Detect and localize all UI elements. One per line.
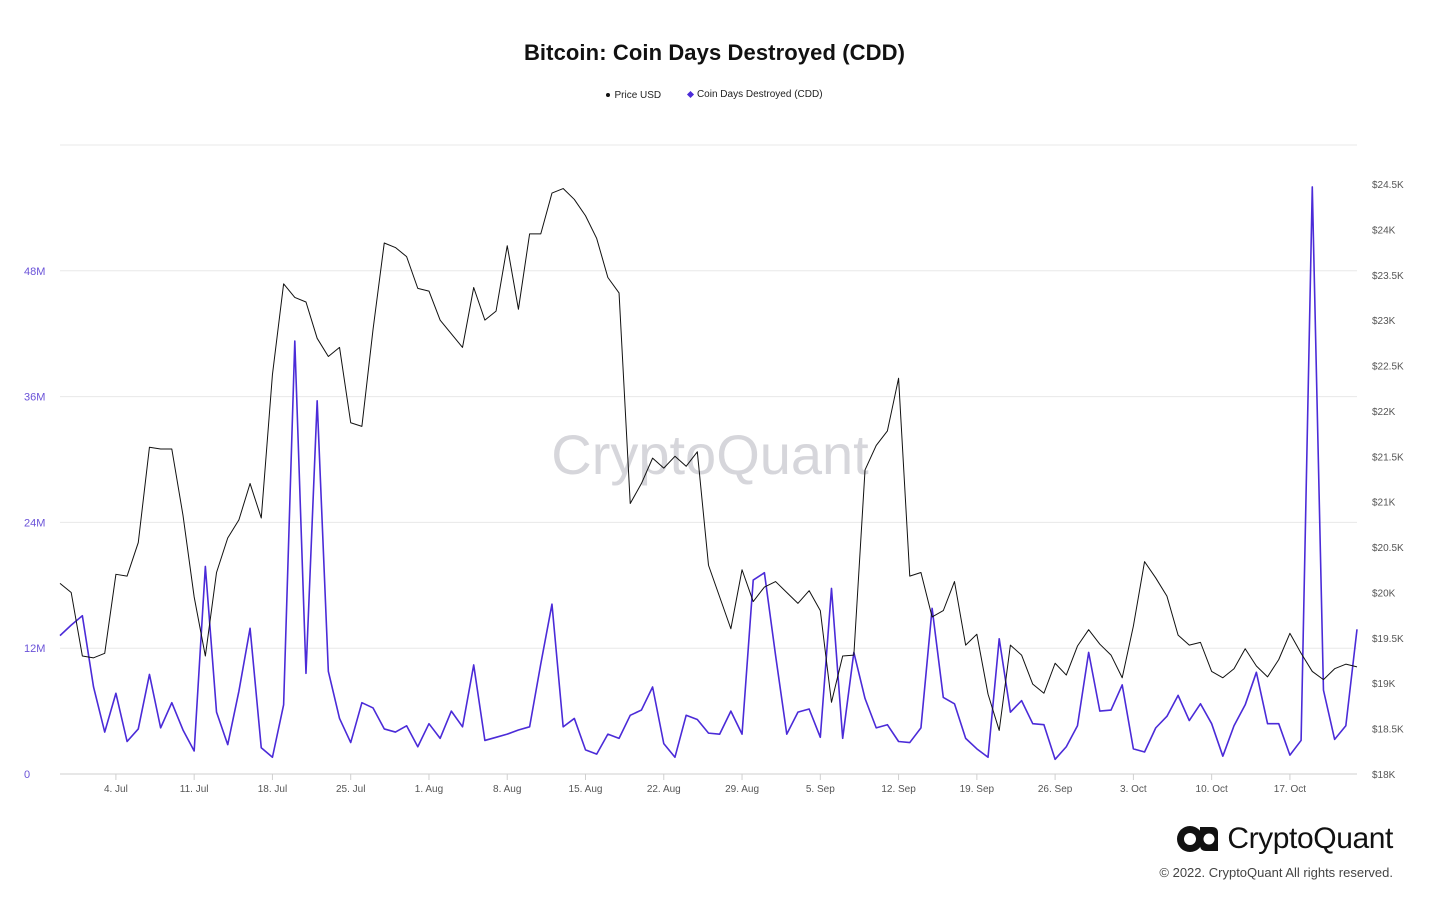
page-title: Bitcoin: Coin Days Destroyed (CDD) — [523, 40, 906, 65]
right-axis-tick-label: $22.5K — [1372, 362, 1404, 373]
x-axis-tick-label: 19. Sep — [960, 784, 995, 795]
cryptoquant-logo-icon — [1177, 826, 1219, 852]
x-axis-tick-label: 18. Jul — [258, 784, 287, 795]
axes-layer: 0 12M 24M 36M 48M $18K $18.5K $19K $19.5K $20K $20… — [24, 180, 1404, 795]
x-axis-tick-label: 10. Oct — [1196, 784, 1228, 795]
x-axis-tick-label: 17. Oct — [1274, 784, 1306, 795]
x-axis-tick-label: 8. Aug — [493, 784, 521, 795]
copyright-text: © 2022. CryptoQuant All rights reserved. — [1159, 865, 1393, 880]
x-axis-tick-label: 4. Jul — [104, 784, 128, 795]
x-axis-tick-label: 25. Jul — [336, 784, 365, 795]
cdd-series-line — [59, 186, 1358, 761]
right-axis-tick-label: $19K — [1372, 679, 1396, 690]
x-axis-tick-label: 3. Oct — [1120, 784, 1147, 795]
legend-item-cdd[interactable]: Coin Days Destroyed (CDD) — [686, 89, 823, 100]
series-layer — [59, 186, 1358, 761]
right-axis-tick-label: $18K — [1372, 770, 1396, 781]
right-axis-tick-label: $21.5K — [1372, 452, 1404, 463]
watermark-text: CryptoQuant — [551, 423, 869, 486]
legend-label-cdd: Coin Days Destroyed (CDD) — [696, 89, 823, 100]
right-axis-tick-label: $21K — [1372, 498, 1396, 509]
x-axis-tick-label: 5. Sep — [806, 784, 835, 795]
right-axis-tick-label: $20.5K — [1372, 543, 1404, 554]
right-axis-tick-label: $23K — [1372, 316, 1396, 327]
x-axis-tick-label: 11. Jul — [180, 784, 209, 795]
left-axis-tick-label: 24M — [24, 517, 45, 529]
left-axis-tick-label: 12M — [24, 643, 45, 655]
x-axis-tick-label: 26. Sep — [1038, 784, 1073, 795]
right-axis-tick-label: $18.5K — [1372, 725, 1404, 736]
right-axis-tick-label: $24K — [1372, 225, 1396, 236]
brand: CryptoQuant — [1176, 821, 1393, 857]
left-axis-tick-label: 36M — [24, 392, 45, 404]
x-axis-tick-label: 12. Sep — [881, 784, 916, 795]
right-axis-tick-label: $24.5K — [1372, 180, 1404, 191]
price-series-line — [59, 188, 1358, 731]
right-axis-tick-label: $20K — [1372, 588, 1396, 599]
x-axis-tick-label: 22. Aug — [647, 784, 681, 795]
left-axis-tick-label: 0 — [24, 769, 30, 781]
x-axis-tick-label: 29. Aug — [725, 784, 759, 795]
right-axis-tick-label: $19.5K — [1372, 634, 1404, 645]
x-axis-tick-label: 15. Aug — [569, 784, 603, 795]
legend-label-price: Price USD — [614, 89, 662, 101]
x-axis-tick-label: 1. Aug — [415, 784, 443, 795]
right-axis-tick-label: $23.5K — [1372, 271, 1404, 282]
right-axis-tick-label: $22K — [1372, 407, 1396, 418]
chart-legend: Price USD Coin Days Destroyed (CDD) — [0, 89, 1429, 101]
grid-layer — [60, 144, 1357, 649]
left-axis-tick-label: 48M — [24, 266, 45, 278]
legend-item-price[interactable]: Price USD — [606, 90, 661, 101]
brand-name: CryptoQuant — [1227, 822, 1393, 855]
legend-dot-icon — [606, 93, 611, 97]
